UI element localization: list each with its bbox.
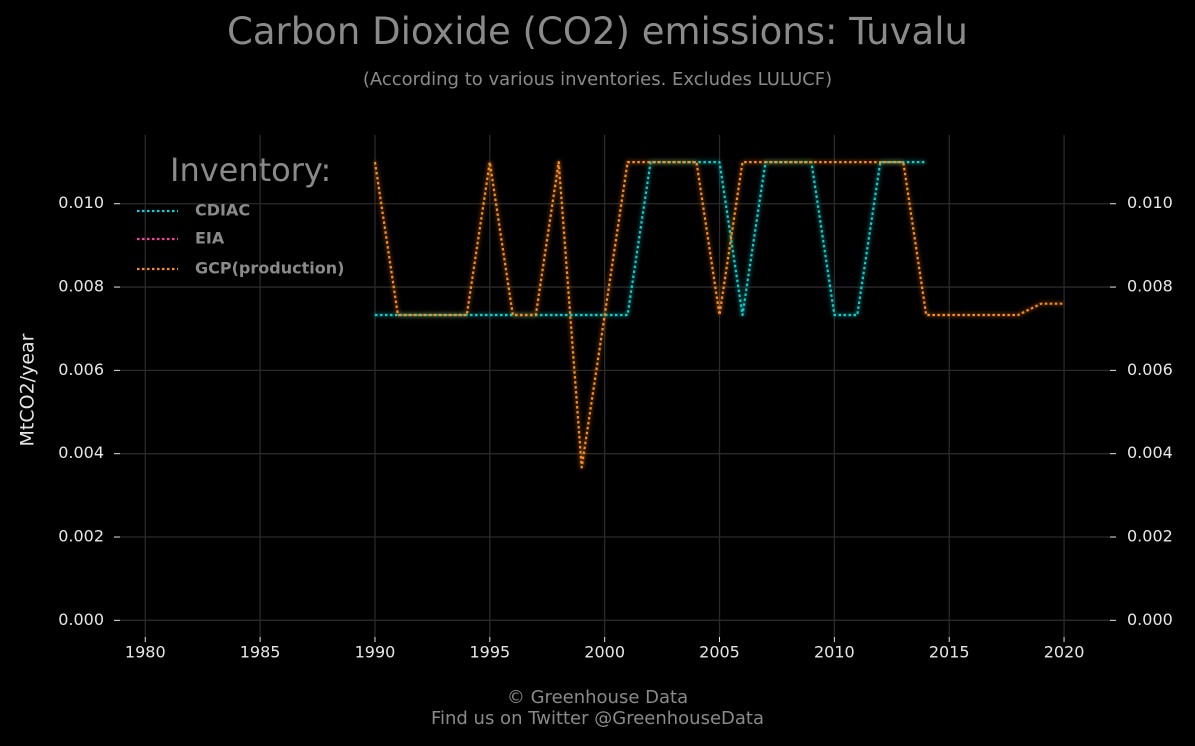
legend-label-cdiac: CDIAC	[195, 201, 250, 220]
axes: 1980 1985 1990 1995 2000 2005 2010 2015 2020 0.00…	[17, 193, 1173, 661]
legend-title: Inventory:	[170, 151, 331, 189]
y-tick-label-right: 0.000	[1127, 610, 1173, 629]
footer: © Greenhouse Data Find us on Twitter @Gr…	[0, 687, 1195, 729]
series-line-cdiac	[375, 161, 927, 317]
y-tick-label-right: 0.004	[1127, 443, 1173, 462]
copyright-text: © Greenhouse Data	[506, 687, 689, 708]
x-tick-label: 1995	[469, 643, 510, 662]
y-tick-label-right: 0.002	[1127, 527, 1173, 546]
y-tick-label-right: 0.008	[1127, 277, 1173, 296]
chart-subtitle: (According to various inventories. Exclu…	[362, 69, 833, 90]
x-tick-label: 2020	[1044, 643, 1085, 662]
x-tick-label: 1985	[240, 643, 281, 662]
y-axis-label: MtCO2/year	[17, 333, 39, 446]
legend-label-gcp-production: GCP(production)	[195, 259, 344, 278]
legend-label-eia: EIA	[195, 229, 225, 248]
y-tick-label-left: 0.008	[58, 277, 104, 296]
x-tick-label: 1990	[355, 643, 396, 662]
y-tick-label-left: 0.000	[58, 610, 104, 629]
y-tick-label-left: 0.010	[58, 193, 104, 212]
x-tick-label: 2010	[814, 643, 855, 662]
legend: Inventory: CDIAC EIA GCP(production)	[137, 151, 344, 278]
y-tick-label-left: 0.006	[58, 360, 104, 379]
y-tick-label-left: 0.004	[58, 443, 104, 462]
twitter-text: Find us on Twitter @GreenhouseData	[430, 708, 765, 729]
chart-title: Carbon Dioxide (CO2) emissions: Tuvalu	[227, 10, 968, 53]
series-line-gcp-production	[373, 161, 1065, 469]
y-tick-label-right: 0.006	[1127, 360, 1173, 379]
x-tick-label: 2000	[584, 643, 625, 662]
grid	[120, 135, 1110, 637]
x-tick-label: 2015	[929, 643, 970, 662]
x-tick-label: 2005	[699, 643, 740, 662]
y-tick-label-right: 0.010	[1127, 193, 1173, 212]
series-lines	[145, 161, 1065, 622]
x-tick-label: 1980	[125, 643, 166, 662]
y-tick-label-left: 0.002	[58, 527, 104, 546]
